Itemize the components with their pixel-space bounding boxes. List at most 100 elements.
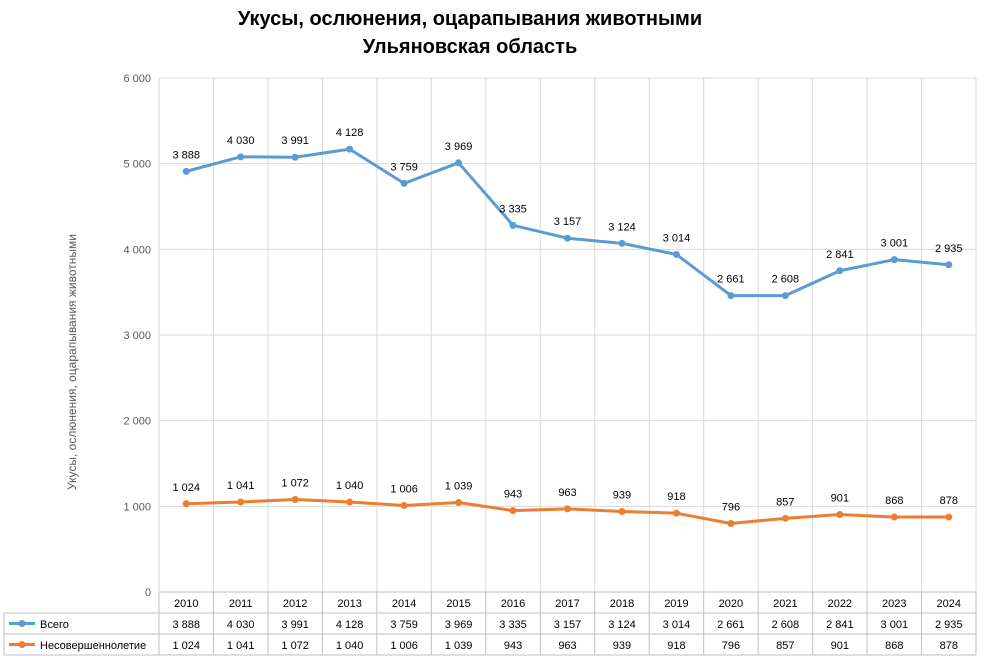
x-tick-label: 2013	[337, 598, 361, 610]
table-cell: 868	[885, 640, 903, 652]
data-point	[400, 501, 408, 509]
data-label: 939	[613, 489, 631, 501]
chart-title: Укусы, ослюнения, оцарапывания животными	[237, 8, 703, 30]
data-point	[836, 267, 844, 275]
data-point	[945, 513, 953, 521]
y-tick-label: 1 000	[123, 501, 151, 513]
data-point	[182, 167, 190, 175]
data-label: 3 888	[172, 149, 200, 161]
x-tick-label: 2014	[392, 598, 416, 610]
table-cell: 878	[940, 640, 958, 652]
data-label: 3 991	[281, 135, 309, 147]
table-cell: 1 039	[445, 640, 473, 652]
data-point	[455, 498, 463, 506]
data-label: 943	[504, 489, 522, 501]
table-cell: 3 759	[390, 619, 418, 631]
data-label: 918	[667, 491, 685, 503]
y-tick-label: 6 000	[123, 73, 151, 85]
x-tick-label: 2022	[828, 598, 852, 610]
data-point	[781, 292, 789, 300]
data-point	[618, 507, 626, 515]
table-cell: 1 040	[336, 640, 364, 652]
y-tick-label: 0	[145, 587, 151, 599]
data-label: 3 335	[499, 203, 527, 215]
data-point	[564, 505, 571, 513]
data-point	[291, 153, 299, 161]
data-point	[564, 234, 571, 242]
table-cell: 2 841	[826, 619, 854, 631]
table-cell: 796	[722, 640, 740, 652]
data-point	[781, 514, 789, 522]
legend-key-marker	[18, 620, 26, 627]
x-tick-label: 2017	[555, 598, 579, 610]
data-label: 3 001	[881, 238, 909, 250]
data-point	[509, 507, 517, 515]
data-label: 3 969	[445, 141, 473, 153]
data-label: 1 039	[445, 480, 473, 492]
data-point	[237, 498, 245, 506]
x-tick-label: 2021	[773, 598, 797, 610]
data-label: 1 072	[281, 477, 309, 489]
y-tick-label: 4 000	[123, 244, 151, 256]
table-cell: 3 001	[881, 619, 909, 631]
data-label: 901	[831, 492, 849, 504]
table-cell: 1 041	[227, 640, 255, 652]
data-point	[237, 153, 245, 161]
x-tick-label: 2019	[664, 598, 688, 610]
table-cell: 2 661	[717, 619, 745, 631]
table-cell: 3 991	[281, 619, 309, 631]
x-tick-label: 2018	[610, 598, 634, 610]
table-cell: 943	[504, 640, 522, 652]
data-label: 3 014	[663, 232, 691, 244]
data-label: 2 935	[935, 243, 963, 255]
data-point	[291, 495, 299, 503]
x-tick-label: 2016	[501, 598, 525, 610]
data-point	[672, 250, 680, 258]
data-label: 878	[940, 495, 958, 507]
data-point	[182, 500, 190, 508]
data-label: 1 006	[390, 483, 418, 495]
data-point	[727, 292, 735, 300]
data-point	[672, 509, 680, 517]
table-cell: 857	[776, 640, 794, 652]
data-point	[945, 261, 953, 269]
table-cell: 3 014	[663, 619, 691, 631]
data-point	[836, 510, 844, 518]
legend-entry: Всего	[40, 619, 69, 631]
table-cell: 3 124	[608, 619, 636, 631]
data-label: 2 841	[826, 249, 854, 261]
y-tick-label: 3 000	[123, 330, 151, 342]
data-label: 963	[558, 487, 576, 499]
x-tick-label: 2020	[719, 598, 743, 610]
table-cell: 4 030	[227, 619, 255, 631]
table-cell: 3 157	[554, 619, 582, 631]
x-tick-label: 2015	[446, 598, 470, 610]
data-label: 1 041	[227, 480, 255, 492]
data-label: 2 608	[772, 274, 800, 286]
data-label: 3 157	[554, 216, 582, 228]
data-point	[618, 239, 626, 247]
legend-key-marker	[18, 641, 26, 648]
table-cell: 2 608	[772, 619, 800, 631]
x-tick-label: 2011	[229, 598, 253, 610]
table-cell: 3 335	[499, 619, 527, 631]
table-cell: 3 888	[172, 619, 200, 631]
table-cell: 3 969	[445, 619, 473, 631]
data-label: 3 124	[608, 221, 636, 233]
table-cell: 2 935	[935, 619, 963, 631]
data-point	[346, 145, 354, 153]
data-label: 4 030	[227, 135, 255, 147]
data-label: 4 128	[336, 127, 364, 139]
table-cell: 918	[667, 640, 685, 652]
data-point	[727, 519, 735, 527]
table-cell: 1 072	[281, 640, 309, 652]
table-cell: 901	[831, 640, 849, 652]
data-label: 1 040	[336, 480, 364, 492]
x-tick-label: 2012	[283, 598, 307, 610]
data-label: 1 024	[172, 482, 200, 494]
x-tick-label: 2024	[937, 598, 961, 610]
chart-subtitle: Ульяновская область	[362, 36, 578, 58]
y-tick-label: 5 000	[123, 159, 151, 171]
table-cell: 1 024	[172, 640, 200, 652]
table-cell: 4 128	[336, 619, 364, 631]
